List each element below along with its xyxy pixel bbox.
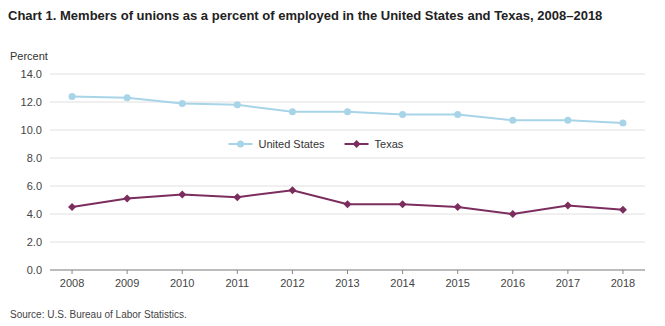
data-point bbox=[509, 117, 516, 124]
legend-label: United States bbox=[259, 138, 326, 150]
y-tick-label: 6.0 bbox=[27, 180, 42, 192]
y-tick-label: 4.0 bbox=[27, 208, 42, 220]
title: Chart 1. Members of unions as a percent … bbox=[8, 8, 602, 23]
grid-line bbox=[50, 242, 645, 243]
grid-line bbox=[50, 74, 645, 75]
x-tick bbox=[237, 270, 238, 274]
grid-line bbox=[50, 158, 645, 159]
data-point bbox=[344, 200, 352, 208]
x-tick-label: 2013 bbox=[335, 277, 359, 289]
x-tick-label: 2012 bbox=[280, 277, 304, 289]
x-tick bbox=[347, 270, 348, 274]
x-tick bbox=[127, 270, 128, 274]
x-tick bbox=[567, 270, 568, 274]
data-point bbox=[399, 200, 407, 208]
data-point bbox=[69, 93, 76, 100]
grid-line bbox=[50, 130, 645, 131]
grid-line bbox=[50, 102, 645, 103]
data-point bbox=[179, 100, 186, 107]
data-point bbox=[234, 101, 241, 108]
x-tick-label: 2017 bbox=[556, 277, 580, 289]
data-point bbox=[564, 202, 572, 210]
data-point bbox=[454, 111, 461, 118]
data-point bbox=[68, 203, 76, 211]
data-point bbox=[564, 117, 571, 124]
x-tick bbox=[182, 270, 183, 274]
data-point bbox=[123, 195, 131, 203]
x-tick-label: 2015 bbox=[445, 277, 469, 289]
x-tick-label: 2010 bbox=[170, 277, 194, 289]
legend-label: Texas bbox=[375, 138, 404, 150]
data-point bbox=[233, 193, 241, 201]
data-point bbox=[178, 190, 186, 198]
y-tick-label: 10.0 bbox=[21, 124, 42, 136]
x-tick-label: 2016 bbox=[501, 277, 525, 289]
grid-line bbox=[50, 214, 645, 215]
x-tick-label: 2014 bbox=[390, 277, 414, 289]
x-tick bbox=[512, 270, 513, 274]
legend-marker bbox=[237, 141, 244, 148]
legend-marker bbox=[353, 140, 361, 148]
data-point bbox=[619, 206, 627, 214]
data-point bbox=[344, 108, 351, 115]
x-tick-label: 2009 bbox=[115, 277, 139, 289]
source-note: Source: U.S. Bureau of Labor Statistics. bbox=[10, 309, 187, 320]
x-tick bbox=[72, 270, 73, 274]
series-line bbox=[72, 96, 623, 123]
data-point bbox=[454, 203, 462, 211]
plot-area bbox=[68, 93, 627, 218]
y-tick-label: 14.0 bbox=[21, 68, 42, 80]
legend: United States Texas bbox=[229, 138, 404, 150]
data-point bbox=[619, 120, 626, 127]
x-tick-label: 2008 bbox=[60, 277, 84, 289]
y-tick-label: 0.0 bbox=[27, 264, 42, 276]
series-line bbox=[72, 190, 623, 214]
chart: Chart 1. Members of unions as a percent … bbox=[0, 0, 665, 326]
x-tick bbox=[292, 270, 293, 274]
data-point bbox=[399, 111, 406, 118]
x-tick bbox=[402, 270, 403, 274]
data-point bbox=[509, 210, 517, 218]
y-tick-label: 12.0 bbox=[21, 96, 42, 108]
y-tick-label: 8.0 bbox=[27, 152, 42, 164]
y-axis-label: Percent bbox=[10, 50, 48, 62]
grid-line bbox=[50, 186, 645, 187]
x-tick bbox=[457, 270, 458, 274]
y-tick-label: 2.0 bbox=[27, 236, 42, 248]
data-point bbox=[288, 186, 296, 194]
data-point bbox=[289, 108, 296, 115]
x-tick bbox=[622, 270, 623, 274]
data-point bbox=[124, 94, 131, 101]
x-tick-label: 2011 bbox=[225, 277, 249, 289]
x-tick-label: 2018 bbox=[611, 277, 635, 289]
